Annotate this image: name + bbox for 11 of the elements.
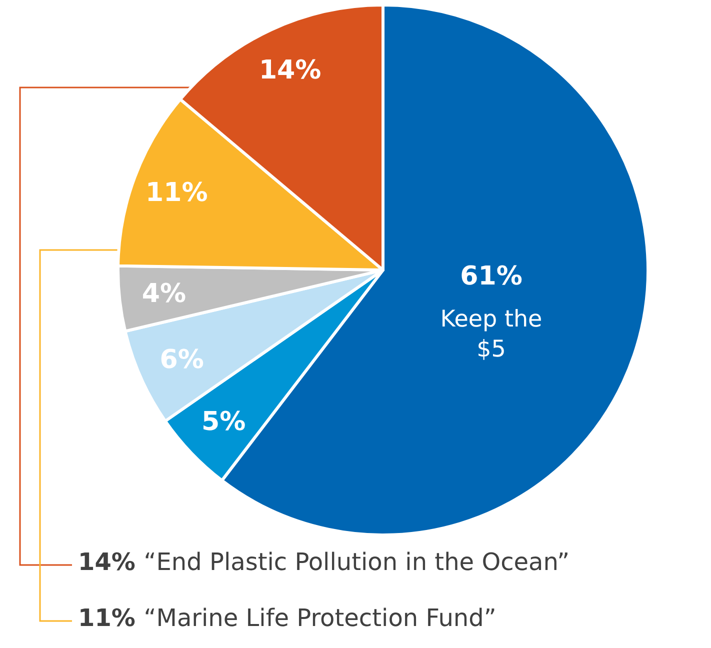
text: 14% <box>258 55 322 86</box>
data-label: 14% <box>78 548 144 576</box>
slice-label: Keep the $5 <box>440 306 542 363</box>
data-label: 4% <box>142 278 186 309</box>
slice-label: “Marine Life Protection Fund” <box>144 604 496 632</box>
data-label: 5% <box>202 407 246 438</box>
text: 11% <box>146 178 208 208</box>
data-label: 11% <box>78 604 144 632</box>
slice-label: “End Plastic Pollution in the Ocean” <box>144 548 570 576</box>
data-label: 6% <box>160 344 204 375</box>
data-label: 61% <box>460 262 522 292</box>
